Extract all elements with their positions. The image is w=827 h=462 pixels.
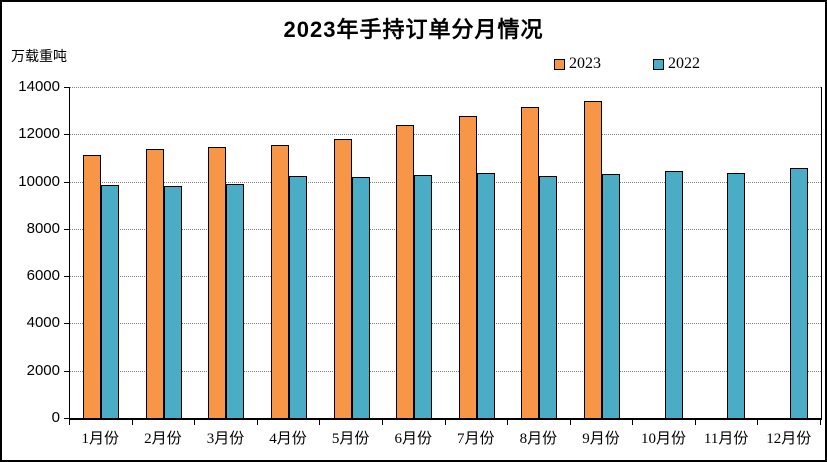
gridline-14000 bbox=[70, 87, 821, 88]
bar-2022-month-9 bbox=[601, 174, 620, 418]
bar-2022-month-1 bbox=[101, 184, 120, 418]
y-tick-label: 12000 bbox=[18, 125, 60, 143]
gridline-12000 bbox=[70, 134, 821, 136]
x-axis-tick bbox=[319, 420, 321, 425]
x-tick-label: 10月份 bbox=[641, 431, 687, 447]
bar-2023-month-8 bbox=[521, 106, 540, 418]
x-tick-label: 11月份 bbox=[703, 431, 749, 447]
bar-2023-month-1 bbox=[83, 155, 102, 418]
y-axis-tick bbox=[64, 370, 69, 372]
x-axis-tick bbox=[569, 420, 571, 425]
y-tick-label: 14000 bbox=[18, 78, 60, 95]
bar-2022-month-8 bbox=[539, 176, 558, 418]
y-axis-tick bbox=[64, 181, 69, 183]
x-axis-tick bbox=[694, 420, 696, 425]
gridline-6000 bbox=[70, 276, 821, 278]
bar-2022-month-12 bbox=[789, 168, 808, 418]
chart-title: 2023年手持订单分月情况 bbox=[283, 17, 544, 42]
x-axis-tick bbox=[632, 420, 634, 425]
bar-2023-month-7 bbox=[458, 115, 477, 418]
x-tick-label: 9月份 bbox=[582, 431, 620, 447]
x-tick-label: 4月份 bbox=[269, 431, 307, 447]
legend-label-2023: 2023 bbox=[569, 55, 601, 72]
y-axis-tick bbox=[64, 418, 69, 419]
bar-2022-month-5 bbox=[351, 176, 370, 418]
bar-2023-month-4 bbox=[271, 145, 290, 418]
y-tick-label: 6000 bbox=[26, 267, 60, 285]
bar-2022-month-11 bbox=[727, 173, 746, 418]
y-axis-tick bbox=[64, 323, 69, 325]
x-tick-label: 8月份 bbox=[519, 431, 558, 447]
x-axis-tick bbox=[820, 420, 821, 425]
legend-label-2022: 2022 bbox=[668, 55, 700, 72]
bar-2023-month-2 bbox=[145, 149, 164, 418]
bar-2022-month-7 bbox=[476, 172, 495, 418]
legend-swatch-2023-icon bbox=[554, 58, 565, 70]
x-axis-tick bbox=[381, 420, 383, 425]
x-axis-tick bbox=[131, 420, 133, 425]
y-axis-title: 万载重吨 bbox=[11, 50, 67, 65]
bar-2022-month-3 bbox=[226, 184, 245, 418]
x-tick-label: 1月份 bbox=[81, 431, 120, 447]
legend-swatch-2022-icon bbox=[653, 58, 664, 70]
bar-2023-month-6 bbox=[396, 125, 415, 418]
x-axis-tick bbox=[507, 420, 509, 425]
bar-2022-month-6 bbox=[414, 175, 433, 418]
bar-2022-month-10 bbox=[664, 171, 683, 418]
y-axis-tick bbox=[64, 87, 69, 88]
y-axis-tick bbox=[64, 276, 69, 278]
y-tick-label: 4000 bbox=[26, 314, 60, 332]
x-tick-label: 12月份 bbox=[766, 431, 812, 447]
gridline-10000 bbox=[70, 181, 821, 183]
y-tick-label: 10000 bbox=[18, 172, 60, 190]
x-tick-label: 3月份 bbox=[206, 431, 245, 447]
x-axis-tick bbox=[256, 420, 258, 425]
gridline-8000 bbox=[70, 228, 821, 230]
gridline-4000 bbox=[70, 323, 821, 325]
gridline-2000 bbox=[70, 370, 821, 372]
y-axis-tick bbox=[64, 134, 69, 136]
x-axis-tick bbox=[444, 420, 446, 425]
x-tick-label: 5月份 bbox=[331, 431, 370, 447]
x-tick-label: 6月份 bbox=[394, 431, 432, 447]
legend-item-2022: 2022 bbox=[653, 55, 700, 73]
plot-area bbox=[69, 87, 822, 420]
x-axis-tick bbox=[194, 420, 196, 425]
y-tick-label: 8000 bbox=[26, 219, 60, 237]
bar-2022-month-4 bbox=[289, 175, 308, 418]
bar-2022-month-2 bbox=[163, 186, 182, 418]
y-tick-label: 0 bbox=[51, 409, 60, 426]
x-axis-tick bbox=[757, 420, 759, 425]
legend: 2023 2022 bbox=[554, 55, 700, 73]
legend-item-2023: 2023 bbox=[554, 55, 601, 73]
x-tick-label: 7月份 bbox=[457, 431, 495, 447]
y-tick-label: 2000 bbox=[26, 361, 60, 379]
x-tick-label: 2月份 bbox=[144, 431, 182, 447]
bar-2023-month-5 bbox=[333, 139, 352, 418]
bar-2023-month-3 bbox=[208, 147, 227, 418]
x-axis-tick bbox=[69, 420, 70, 425]
bar-2023-month-9 bbox=[583, 101, 602, 418]
y-axis-tick bbox=[64, 228, 69, 230]
